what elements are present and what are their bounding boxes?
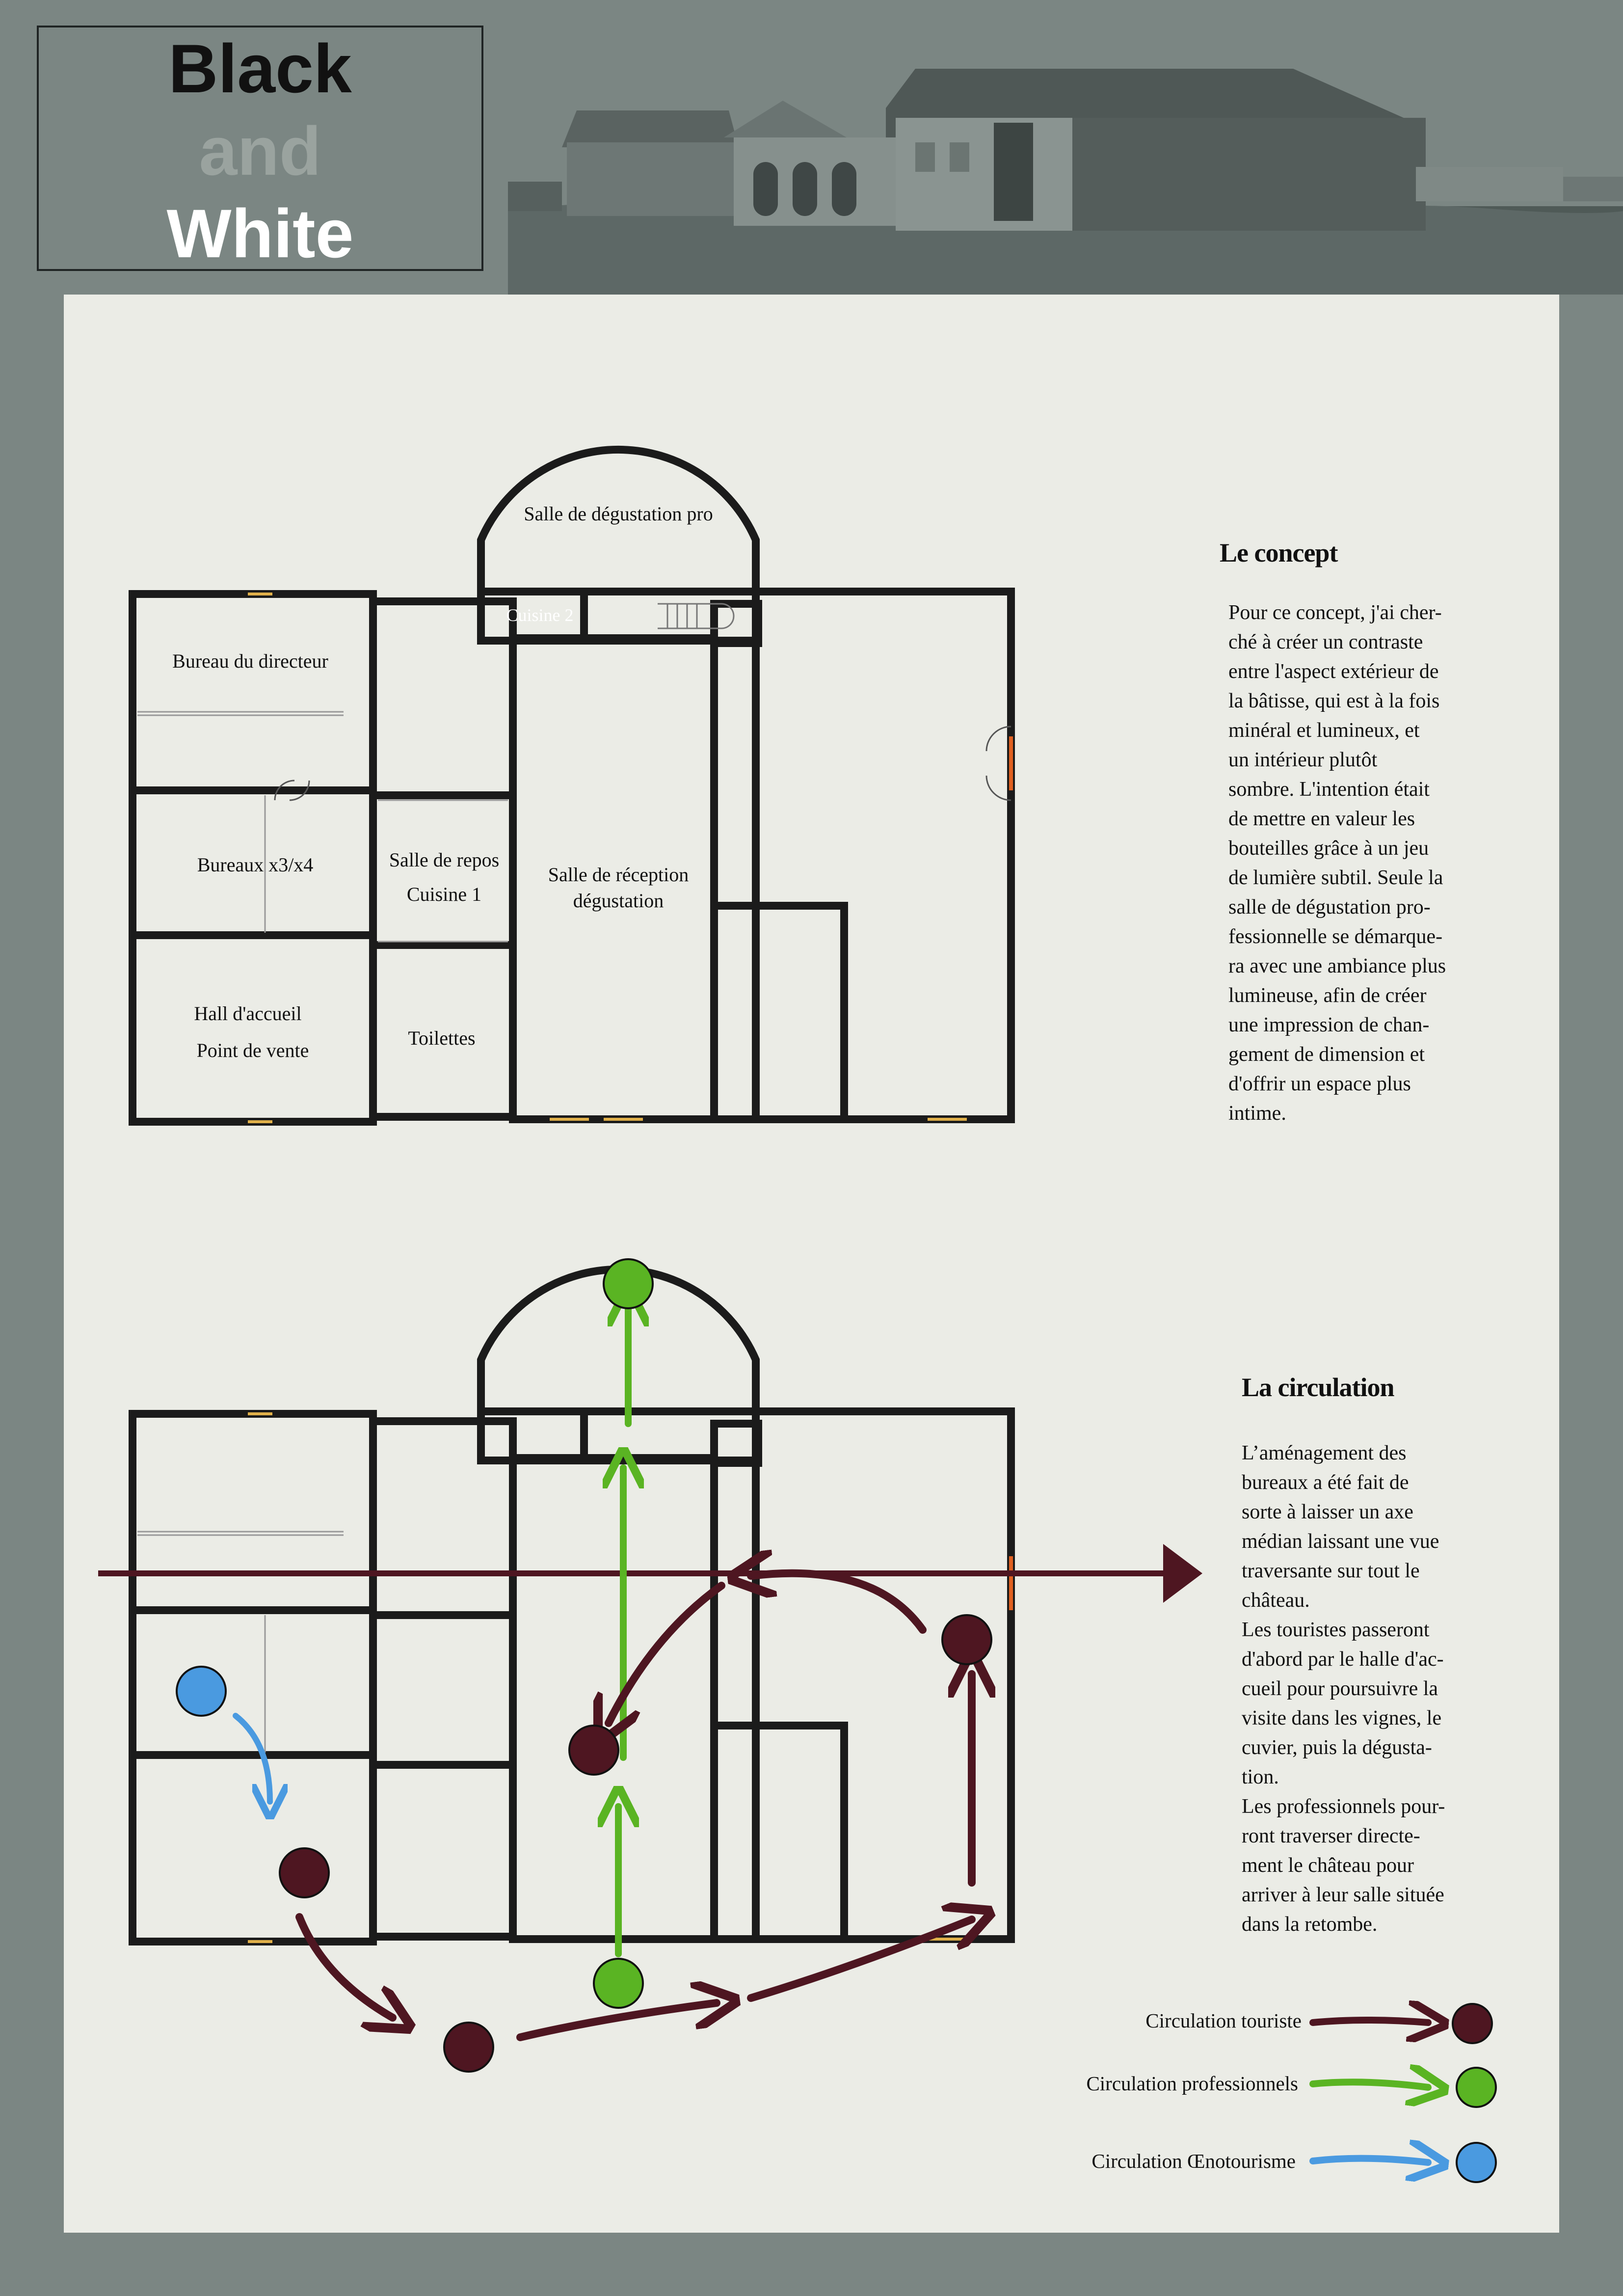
title-box: Black and White xyxy=(37,26,483,272)
floor-plan-circulation xyxy=(98,1258,1202,2073)
circulation-title: La circulation xyxy=(1242,1373,1395,1402)
legend-oenotourisme-label: Circulation Œnotourisme xyxy=(1091,2150,1296,2172)
label-salle-pro: Salle de dégustation pro xyxy=(524,503,713,525)
label-hall-1: Hall d'accueil xyxy=(194,1002,301,1025)
concept-title: Le concept xyxy=(1220,538,1338,567)
floor-plan-concept: Salle de dégustation pro Cuisine 2 Burea… xyxy=(129,446,1015,1126)
label-reception-1: Salle de réception xyxy=(548,864,689,886)
legend-markers xyxy=(1309,1993,1497,2199)
title-white: White xyxy=(166,195,354,272)
circulation-text: L’aménagement des bureaux a été fait de … xyxy=(1242,1442,1445,1936)
content-sheet xyxy=(64,295,1559,2233)
legend-professionnels-label: Circulation professionnels xyxy=(1086,2072,1298,2095)
concept-text: Pour ce concept, j'ai cher- ché à créer … xyxy=(1228,601,1446,1125)
title-and: and xyxy=(199,112,321,189)
label-bureau-directeur: Bureau du directeur xyxy=(172,650,328,672)
label-cuisine2: Cuisine 2 xyxy=(506,605,573,625)
label-hall-2: Point de vente xyxy=(197,1039,309,1061)
label-salle-repos: Salle de repos xyxy=(389,849,499,871)
header-band: Black and White xyxy=(0,0,1623,295)
legend-touriste-label: Circulation touriste xyxy=(1145,2009,1302,2032)
label-cuisine1: Cuisine 1 xyxy=(407,883,481,905)
label-reception-2: dégustation xyxy=(573,890,664,912)
chateau-photo xyxy=(508,0,1623,295)
label-toilettes: Toilettes xyxy=(408,1027,475,1049)
title-black: Black xyxy=(168,30,352,107)
label-bureaux: Bureaux x3/x4 xyxy=(197,854,314,876)
